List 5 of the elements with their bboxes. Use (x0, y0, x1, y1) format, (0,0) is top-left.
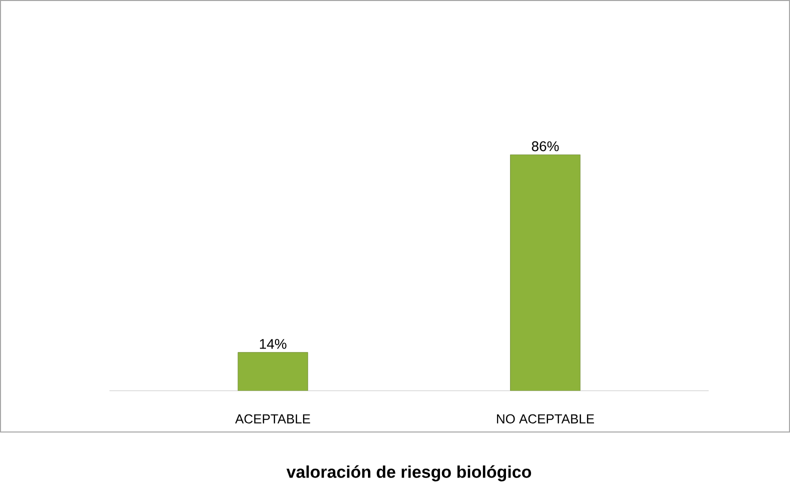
data-label: 86% (532, 141, 559, 152)
x-axis-title: valoración de riesgo biológico (286, 465, 532, 482)
data-label: 14% (260, 339, 286, 349)
x-tick-label: NO ACEPTABLE (497, 414, 594, 424)
x-tick-label: ACEPTABLE (235, 414, 310, 424)
